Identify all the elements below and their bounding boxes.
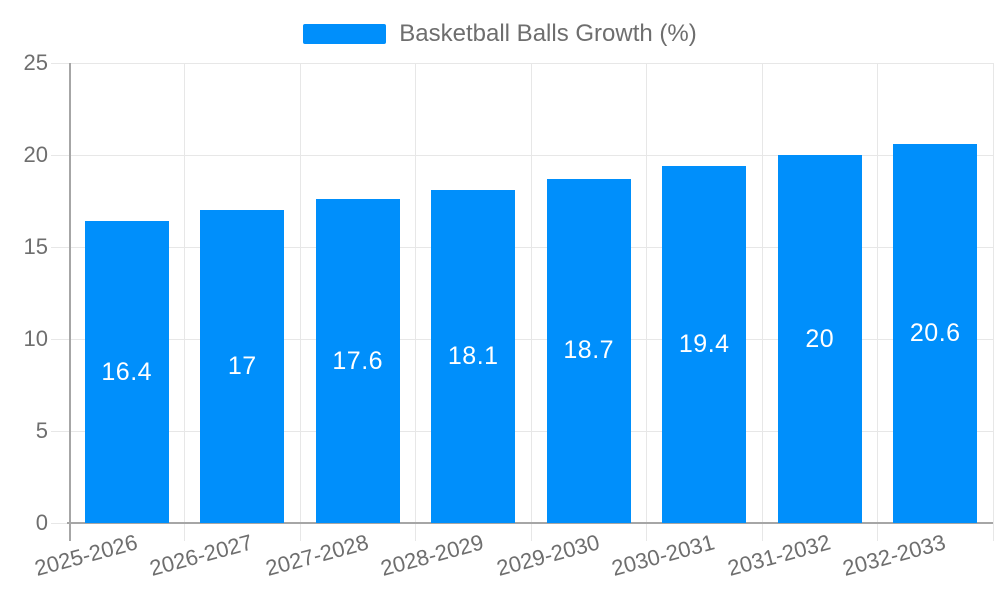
bar[interactable]: 16.4 [84,221,169,523]
x-axis-line [67,522,993,524]
bar-value-label: 18.1 [447,341,499,370]
gridline-v [530,63,532,541]
gridline-v [415,63,416,541]
y-tick-label: 5 [35,418,48,443]
gridline-v [992,63,994,541]
bar-value-label: 20 [805,324,835,353]
gridline-h [51,338,993,340]
gridline-v [646,63,647,541]
bar-value-label: 16.4 [101,357,153,386]
y-tick-label: 10 [23,326,48,351]
gridline-h [51,246,993,248]
bar-value-label: 17 [227,352,257,381]
gridline-h [51,154,993,156]
legend-marker [303,24,387,44]
bar-value-label: 17.6 [332,346,384,375]
y-tick-label: 20 [23,142,48,167]
y-tick-label: 0 [35,510,48,535]
gridline-v [184,63,185,541]
plot-area: 0 5 10 15 20 25 16.4 17 17.6 18.1 18.7 19.4 20 20.6 20… [24,51,994,581]
bar[interactable]: 18.7 [546,178,631,523]
gridline-h [51,430,993,432]
bar[interactable]: 18.1 [431,189,516,523]
bar[interactable]: 17 [200,210,285,523]
y-tick-label: 25 [23,50,48,75]
bar-value-label: 19.4 [678,330,730,359]
bar[interactable]: 20 [777,155,862,523]
bar[interactable]: 19.4 [662,166,747,523]
gridline-v [761,63,763,541]
gridline-v [299,63,301,541]
gridline-h [51,62,993,64]
bar[interactable]: 17.6 [315,199,400,523]
gridline-v [877,63,878,541]
y-axis-line [69,63,71,541]
bar-value-label: 18.7 [563,336,615,365]
y-tick-label: 15 [23,234,48,259]
legend[interactable]: Basketball Balls Growth (%) [0,21,1000,47]
bar-value-label: 20.6 [909,318,961,347]
legend-label: Basketball Balls Growth (%) [399,20,697,47]
bar[interactable]: 20.6 [893,143,978,523]
